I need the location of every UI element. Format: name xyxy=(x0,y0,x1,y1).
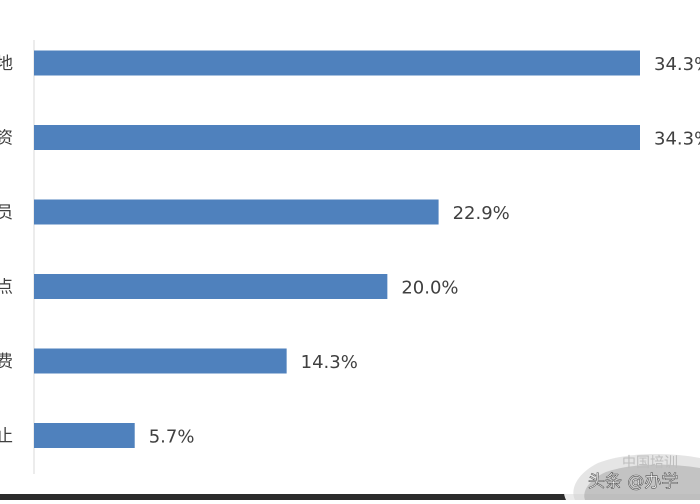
bar xyxy=(34,50,640,76)
bar xyxy=(34,348,287,374)
watermark-behind-text: 中国培训 xyxy=(622,455,678,471)
watermark-text: 头条 @办学 xyxy=(588,472,678,492)
chart-marks: 地 34.3% 资 34.3% 员 22.9% 点 20.0% 费 14.3% 止 5.7% xyxy=(0,50,700,448)
category-label: 资 xyxy=(0,129,13,149)
bottom-rule xyxy=(0,494,700,500)
category-label: 止 xyxy=(0,427,13,447)
data-label: 20.0% xyxy=(401,278,458,299)
watermark: 中国培训 头条 @办学 xyxy=(563,444,700,500)
bar xyxy=(34,274,388,299)
category-label: 点 xyxy=(0,278,13,298)
category-label: 地 xyxy=(0,54,13,74)
data-label: 5.7% xyxy=(149,427,195,448)
category-label: 员 xyxy=(0,203,13,223)
data-label: 14.3% xyxy=(301,352,358,373)
data-label: 22.9% xyxy=(453,203,510,224)
data-label: 34.3% xyxy=(654,129,700,150)
bar xyxy=(34,125,640,150)
bar xyxy=(34,423,135,448)
category-label: 费 xyxy=(0,352,13,372)
bar xyxy=(34,199,439,225)
data-label: 34.3% xyxy=(654,54,700,75)
